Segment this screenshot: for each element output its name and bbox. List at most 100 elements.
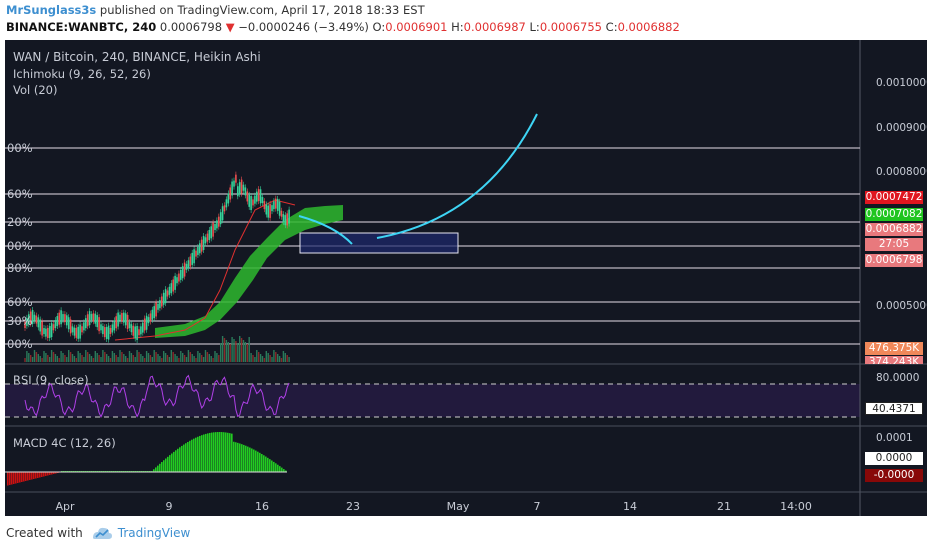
candle-body xyxy=(275,198,277,209)
macd-bar-negative xyxy=(25,472,27,481)
candle-body xyxy=(126,314,129,329)
symbol-name: BINANCE:WANBTC, 240 xyxy=(6,20,157,34)
time-axis-label: 14:00 xyxy=(780,500,812,513)
candle-body xyxy=(81,326,83,333)
macd-bar-negative xyxy=(7,472,9,486)
macd-bar-positive xyxy=(175,450,177,472)
candle-body xyxy=(187,260,190,269)
volume-bar xyxy=(140,354,142,362)
candle-body xyxy=(86,314,89,327)
candle-body xyxy=(47,327,49,338)
chart-canvas[interactable]: WAN / Bitcoin, 240, BINANCE, Heikin Ashi… xyxy=(5,40,927,516)
volume-bar xyxy=(145,351,148,362)
volume-bar xyxy=(33,350,36,362)
candle-body xyxy=(75,327,78,338)
macd-bar-positive xyxy=(217,432,219,472)
volume-bar xyxy=(142,356,144,362)
macd-bar-positive xyxy=(277,464,279,472)
macd-bar-positive xyxy=(275,463,277,472)
volume-bar xyxy=(147,353,150,362)
volume-bar xyxy=(282,351,285,362)
price-pane[interactable] xyxy=(5,40,860,364)
candle-body xyxy=(246,191,249,202)
macd-legend[interactable]: MACD 4C (12, 26) xyxy=(13,436,116,450)
open-value: 0.0006901 xyxy=(385,20,448,34)
candle-body xyxy=(257,189,260,202)
time-axis-label: 9 xyxy=(165,500,173,513)
volume-bar xyxy=(231,337,233,362)
candle-body xyxy=(278,201,281,216)
candle-body xyxy=(284,215,287,226)
candle-body xyxy=(204,237,207,244)
macd-bar-positive xyxy=(207,433,209,472)
macd-bar-negative xyxy=(55,472,57,474)
volume-bar xyxy=(87,352,89,362)
candle-body xyxy=(147,317,150,324)
fibonacci-levels[interactable] xyxy=(5,147,860,345)
candle-body xyxy=(242,184,245,191)
candle-body xyxy=(124,313,127,326)
macd-bar-negative xyxy=(35,472,37,479)
candle-body xyxy=(119,314,121,321)
volume-bar xyxy=(41,358,43,362)
macd-bar-positive xyxy=(269,459,271,472)
high-label: H: xyxy=(451,20,464,34)
volume-bar xyxy=(26,351,28,362)
open-label: O: xyxy=(372,20,386,34)
volume-bar xyxy=(227,342,229,362)
macd-bar-positive xyxy=(171,453,173,472)
volume-bar xyxy=(189,352,191,362)
volume-bar xyxy=(75,358,77,362)
rsi-line xyxy=(24,374,290,419)
last-price: 0.0006798 xyxy=(159,20,223,34)
publish-line: MrSunglass3s published on TradingView.co… xyxy=(6,3,425,17)
time-axis-label: May xyxy=(446,500,470,513)
macd-bar-positive xyxy=(191,439,193,472)
volume-bar xyxy=(183,355,186,362)
candle-body xyxy=(69,319,72,334)
candle-body xyxy=(113,320,116,331)
volume-bar xyxy=(96,353,98,362)
projection-curve-down[interactable] xyxy=(298,215,353,245)
rsi-band xyxy=(5,384,860,417)
volume-bar xyxy=(286,355,288,362)
candle-body xyxy=(221,206,224,221)
volume-bar xyxy=(269,355,271,362)
macd-bar-negative xyxy=(21,472,23,482)
volume-bar xyxy=(43,351,45,362)
macd-bar-positive xyxy=(177,448,179,472)
candle-body xyxy=(183,262,186,277)
volume-legend[interactable]: Vol (20) xyxy=(13,83,58,97)
candle-body xyxy=(181,266,184,279)
candle-body xyxy=(33,314,36,321)
tradingview-link[interactable]: TradingView xyxy=(117,526,191,540)
candle-body xyxy=(128,322,131,329)
target-box[interactable] xyxy=(299,232,459,254)
high-value: 0.0006987 xyxy=(463,20,526,34)
author-link[interactable]: MrSunglass3s xyxy=(6,3,97,17)
macd-bar-positive xyxy=(215,432,217,472)
macd-bar-positive xyxy=(279,466,281,472)
candle-body xyxy=(193,249,195,264)
chart-drawing[interactable] xyxy=(5,40,927,516)
volume-bar xyxy=(278,356,281,362)
candle-body xyxy=(134,326,136,339)
macd-bar-negative xyxy=(13,472,15,484)
candle-body xyxy=(35,315,38,324)
projection-curve-up[interactable] xyxy=(376,113,538,239)
macd-bar-positive xyxy=(261,454,263,472)
candle-body xyxy=(39,319,41,332)
volume-bar xyxy=(119,350,121,362)
macd-bar-positive xyxy=(211,432,213,472)
candle-body xyxy=(170,283,173,294)
down-arrow-icon: ▼ xyxy=(225,20,235,34)
macd-bar-positive xyxy=(161,462,163,472)
rsi-legend[interactable]: RSI (9, close) xyxy=(13,373,89,387)
candle-body xyxy=(178,273,180,282)
close-value: 0.0006882 xyxy=(617,20,680,34)
candle-body xyxy=(282,214,285,223)
ichimoku-legend[interactable]: Ichimoku (9, 26, 52, 26) xyxy=(13,67,151,81)
candle-body xyxy=(261,197,264,204)
volume-bar xyxy=(288,357,290,362)
candle-body xyxy=(250,196,252,211)
